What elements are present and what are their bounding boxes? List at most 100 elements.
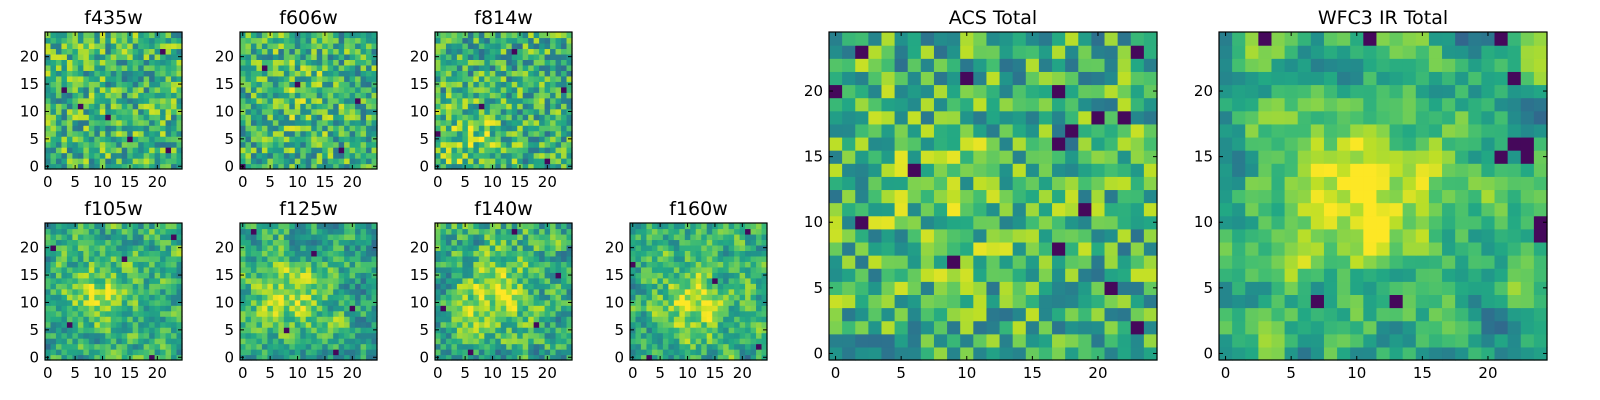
heatmap-cell xyxy=(240,316,247,323)
heatmap-cell xyxy=(99,42,106,50)
heatmap-cell xyxy=(1143,163,1158,177)
heatmap-cell xyxy=(473,261,480,268)
heatmap-cell xyxy=(366,255,373,262)
heatmap-cell xyxy=(701,288,708,295)
heatmap-cell xyxy=(651,343,658,350)
heatmap-cell xyxy=(533,86,540,93)
heatmap-cell xyxy=(478,32,485,39)
heatmap-cell xyxy=(467,32,474,39)
heatmap-cell xyxy=(311,136,318,143)
heatmap-cell xyxy=(907,241,922,256)
heatmap-cell xyxy=(245,103,252,110)
heatmap-cell xyxy=(511,64,518,71)
heatmap-cell xyxy=(456,261,463,268)
heatmap-cell xyxy=(160,81,167,88)
heatmap-cell xyxy=(83,354,90,361)
heatmap-cell xyxy=(750,228,757,235)
heatmap-cell xyxy=(349,277,356,284)
heatmap-cell xyxy=(451,141,458,148)
heatmap-cell xyxy=(868,163,883,177)
heatmap-cell xyxy=(500,64,507,71)
heatmap-cell xyxy=(640,233,648,241)
heatmap-cell xyxy=(88,70,95,77)
heatmap-cell xyxy=(462,349,469,356)
heatmap-cell xyxy=(467,42,474,50)
heatmap-cell xyxy=(300,53,307,60)
heatmap-cell xyxy=(646,244,653,251)
heatmap-cell xyxy=(973,202,988,217)
heatmap-cell xyxy=(662,354,669,361)
heatmap-cell xyxy=(171,147,178,154)
heatmap-cell xyxy=(528,147,535,154)
heatmap-cell xyxy=(706,305,713,312)
heatmap-cell xyxy=(300,288,307,295)
heatmap-cell xyxy=(960,255,974,269)
heatmap-cell xyxy=(327,103,334,110)
heatmap-cell xyxy=(171,70,178,77)
heatmap-cell xyxy=(88,97,95,104)
heatmap-cell xyxy=(679,316,686,323)
heatmap-cell xyxy=(72,147,79,154)
heatmap-cell xyxy=(154,97,161,104)
heatmap-cell xyxy=(500,75,507,82)
heatmap-cell xyxy=(960,307,974,322)
heatmap-cell xyxy=(165,152,172,159)
x-tick-label: 0 xyxy=(238,173,248,191)
heatmap-cell xyxy=(555,48,562,55)
heatmap-cell xyxy=(451,70,458,77)
heatmap-cell xyxy=(316,283,323,290)
heatmap-cell xyxy=(160,299,167,306)
heatmap-cell xyxy=(171,114,178,121)
heatmap-cell xyxy=(50,163,57,170)
heatmap-cell xyxy=(45,288,52,295)
heatmap-cell xyxy=(544,299,551,306)
heatmap-cell xyxy=(83,316,90,323)
heatmap-cell xyxy=(45,141,52,148)
heatmap-cell xyxy=(149,239,156,246)
heatmap-cell xyxy=(88,37,95,44)
heatmap-cell xyxy=(154,277,161,284)
heatmap-cell xyxy=(316,37,323,44)
heatmap-cell xyxy=(311,64,318,71)
heatmap-cell xyxy=(349,310,356,317)
heatmap-cell xyxy=(440,223,447,230)
heatmap-cell xyxy=(355,283,362,290)
heatmap-cell xyxy=(371,97,378,104)
heatmap-cell xyxy=(868,176,883,191)
heatmap-cell xyxy=(561,152,568,159)
heatmap-cell xyxy=(50,233,57,241)
heatmap-cell xyxy=(88,48,95,55)
heatmap-cell xyxy=(256,103,263,110)
heatmap-cell xyxy=(278,233,285,241)
heatmap-cell xyxy=(712,250,719,257)
heatmap-cell xyxy=(881,255,896,269)
heatmap-cell xyxy=(630,228,637,235)
heatmap-cell xyxy=(550,283,557,290)
heatmap-cell xyxy=(473,250,480,257)
heatmap-cell xyxy=(668,294,675,301)
heatmap-cell xyxy=(55,125,63,132)
heatmap-cell xyxy=(176,321,183,328)
heatmap-cell xyxy=(344,32,351,39)
heatmap-cell xyxy=(561,283,568,290)
heatmap-cell xyxy=(149,92,156,99)
heatmap-cell xyxy=(734,310,741,317)
heatmap-cell xyxy=(1052,320,1066,335)
heatmap-cell xyxy=(240,37,247,44)
heatmap-cell xyxy=(61,42,68,50)
heatmap-cell xyxy=(1065,333,1079,348)
heatmap-cell xyxy=(451,321,458,328)
heatmap-cell xyxy=(165,255,172,262)
heatmap-cell xyxy=(473,86,480,93)
heatmap-cell xyxy=(868,294,883,309)
heatmap-cell xyxy=(289,158,296,165)
heatmap-cell xyxy=(61,64,68,71)
heatmap-cell xyxy=(77,343,84,350)
heatmap-cell xyxy=(555,277,562,284)
heatmap-cell xyxy=(245,152,252,159)
heatmap-cell xyxy=(679,299,686,306)
heatmap-cell xyxy=(61,239,68,246)
heatmap-cell xyxy=(99,228,106,235)
heatmap-cell xyxy=(149,152,156,159)
heatmap-cell xyxy=(435,130,442,137)
